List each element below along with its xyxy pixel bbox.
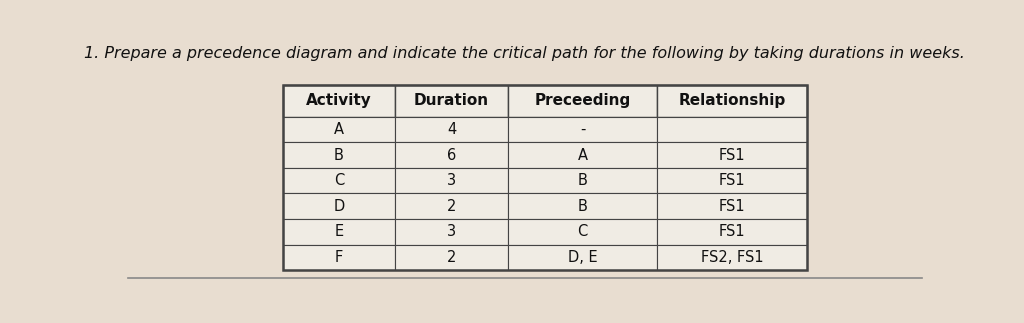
FancyBboxPatch shape (508, 142, 657, 168)
FancyBboxPatch shape (508, 219, 657, 245)
FancyBboxPatch shape (395, 193, 508, 219)
Text: FS1: FS1 (719, 173, 745, 188)
Text: D, E: D, E (567, 250, 597, 265)
Text: 4: 4 (447, 122, 457, 137)
Text: Duration: Duration (414, 93, 489, 108)
Text: A: A (578, 148, 588, 162)
Text: 3: 3 (447, 173, 457, 188)
FancyBboxPatch shape (657, 142, 807, 168)
FancyBboxPatch shape (657, 168, 807, 193)
FancyBboxPatch shape (283, 193, 395, 219)
FancyBboxPatch shape (395, 245, 508, 270)
FancyBboxPatch shape (508, 245, 657, 270)
Text: C: C (334, 173, 344, 188)
Text: B: B (334, 148, 344, 162)
FancyBboxPatch shape (657, 219, 807, 245)
FancyBboxPatch shape (395, 117, 508, 142)
Text: 1. Prepare a precedence diagram and indicate the critical path for the following: 1. Prepare a precedence diagram and indi… (84, 46, 966, 61)
Text: 6: 6 (447, 148, 457, 162)
Text: D: D (334, 199, 345, 214)
FancyBboxPatch shape (657, 85, 807, 117)
FancyBboxPatch shape (395, 142, 508, 168)
FancyBboxPatch shape (657, 193, 807, 219)
Text: 2: 2 (447, 250, 457, 265)
Text: F: F (335, 250, 343, 265)
FancyBboxPatch shape (283, 168, 395, 193)
FancyBboxPatch shape (395, 85, 508, 117)
Text: Relationship: Relationship (678, 93, 785, 108)
FancyBboxPatch shape (508, 85, 657, 117)
Text: 3: 3 (447, 224, 457, 239)
Text: B: B (578, 173, 588, 188)
Text: FS1: FS1 (719, 199, 745, 214)
FancyBboxPatch shape (283, 245, 395, 270)
FancyBboxPatch shape (508, 168, 657, 193)
FancyBboxPatch shape (395, 219, 508, 245)
Text: E: E (335, 224, 344, 239)
Text: C: C (578, 224, 588, 239)
Text: Activity: Activity (306, 93, 372, 108)
FancyBboxPatch shape (283, 142, 395, 168)
Text: Preceeding: Preceeding (535, 93, 631, 108)
Text: A: A (334, 122, 344, 137)
FancyBboxPatch shape (283, 219, 395, 245)
FancyBboxPatch shape (657, 245, 807, 270)
Text: FS1: FS1 (719, 148, 745, 162)
FancyBboxPatch shape (283, 117, 395, 142)
FancyBboxPatch shape (283, 85, 395, 117)
Text: FS1: FS1 (719, 224, 745, 239)
Text: 2: 2 (447, 199, 457, 214)
Text: FS2, FS1: FS2, FS1 (700, 250, 763, 265)
FancyBboxPatch shape (657, 117, 807, 142)
FancyBboxPatch shape (508, 117, 657, 142)
FancyBboxPatch shape (395, 168, 508, 193)
FancyBboxPatch shape (508, 193, 657, 219)
Text: -: - (580, 122, 586, 137)
Text: B: B (578, 199, 588, 214)
